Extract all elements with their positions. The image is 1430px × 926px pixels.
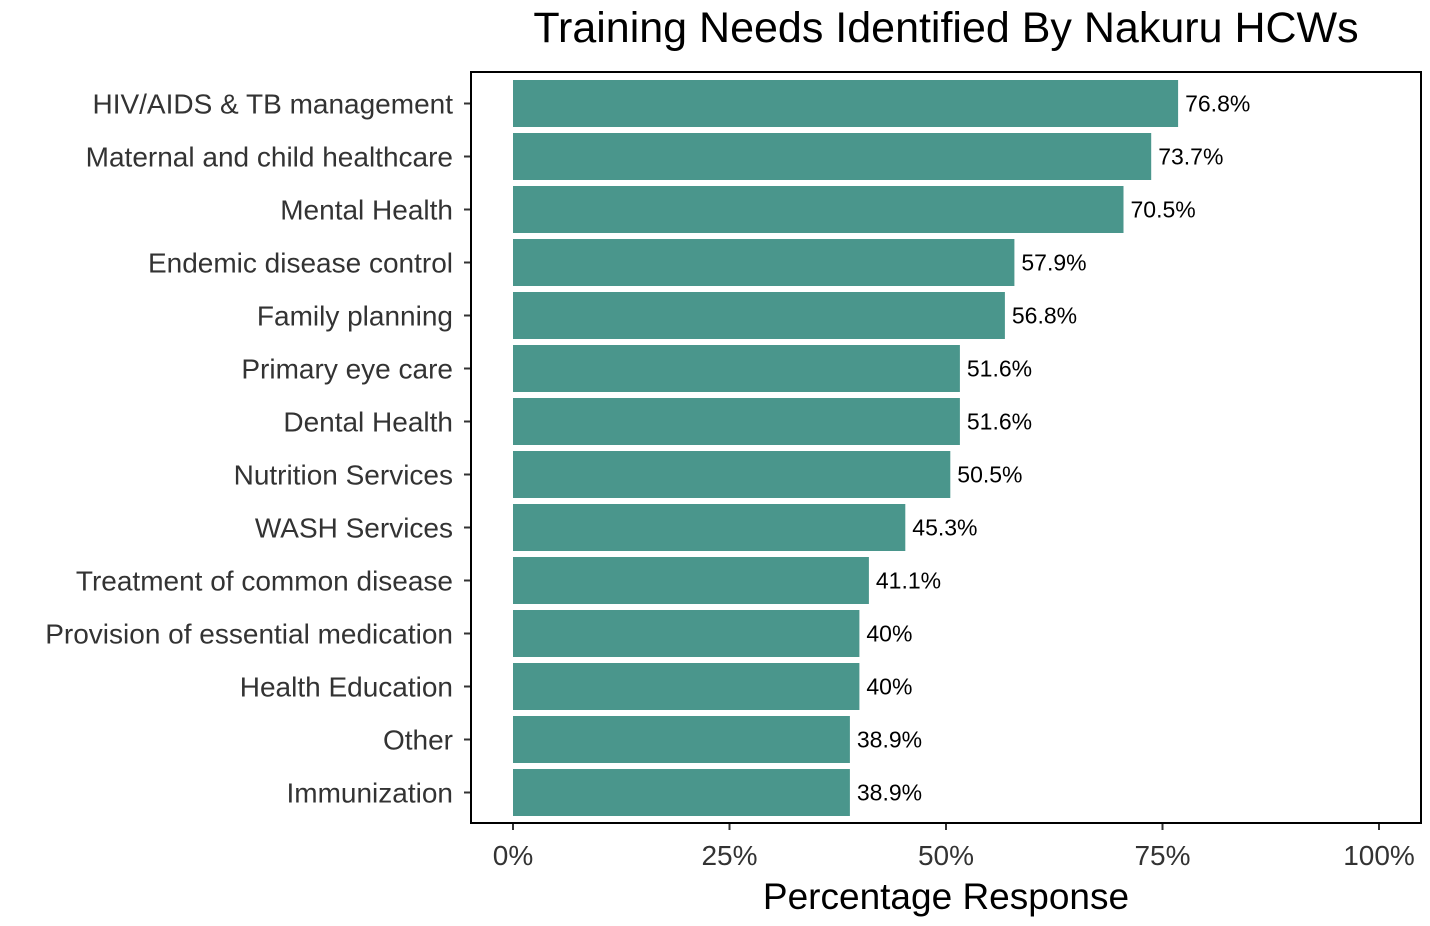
y-axis: HIV/AIDS & TB management Maternal and chi… — [45, 89, 471, 809]
category-label: Treatment of common disease — [76, 566, 453, 597]
category-label: Dental Health — [283, 407, 453, 438]
bar — [513, 610, 860, 657]
data-label: 45.3% — [912, 515, 977, 541]
bar — [513, 769, 850, 816]
data-label: 40% — [866, 621, 912, 647]
bar — [513, 716, 850, 763]
category-label: Other — [383, 725, 453, 756]
category-label: Family planning — [257, 301, 453, 332]
x-tick-label: 50% — [918, 840, 974, 871]
data-label: 38.9% — [857, 780, 922, 806]
bar — [513, 451, 951, 498]
bar — [513, 80, 1179, 127]
category-label: Nutrition Services — [234, 460, 453, 491]
bar — [513, 239, 1015, 286]
category-label: Health Education — [240, 672, 453, 703]
category-label: Mental Health — [280, 195, 453, 226]
category-label: Immunization — [286, 778, 453, 809]
x-tick-label: 25% — [701, 840, 757, 871]
data-label: 76.8% — [1185, 91, 1250, 117]
bar — [513, 504, 906, 551]
data-label: 40% — [866, 674, 912, 700]
plot-panel-border — [470, 71, 1422, 824]
bar — [513, 398, 960, 445]
category-label: HIV/AIDS & TB management — [92, 89, 453, 120]
x-axis-title: Percentage Response — [763, 876, 1129, 917]
bars-group — [513, 80, 1179, 816]
bar — [513, 186, 1124, 233]
bar — [513, 133, 1152, 180]
data-label: 38.9% — [857, 727, 922, 753]
category-label: Provision of essential medication — [45, 619, 453, 650]
x-tick-label: 100% — [1343, 840, 1415, 871]
bar — [513, 292, 1005, 339]
category-label: WASH Services — [255, 513, 453, 544]
value-labels-group: 76.8% 73.7% 70.5% 57.9% 56.8% 51.6% 51.6% 50.5%… — [857, 91, 1250, 806]
category-label: Endemic disease control — [148, 248, 453, 279]
x-tick-label: 0% — [493, 840, 533, 871]
bar — [513, 663, 860, 710]
category-label: Primary eye care — [241, 354, 453, 385]
data-label: 41.1% — [876, 568, 941, 594]
chart-title: Training Needs Identified By Nakuru HCWs — [533, 4, 1359, 52]
bar — [513, 557, 869, 604]
data-label: 73.7% — [1158, 144, 1223, 170]
category-label: Maternal and child healthcare — [86, 142, 453, 173]
data-label: 56.8% — [1012, 303, 1077, 329]
x-axis: 0% 25% 50% 75% 100% — [493, 823, 1415, 871]
data-label: 57.9% — [1021, 250, 1086, 276]
data-label: 70.5% — [1131, 197, 1196, 223]
data-label: 51.6% — [967, 356, 1032, 382]
data-label: 50.5% — [957, 462, 1022, 488]
data-label: 51.6% — [967, 409, 1032, 435]
x-tick-label: 75% — [1134, 840, 1190, 871]
bar — [513, 345, 960, 392]
